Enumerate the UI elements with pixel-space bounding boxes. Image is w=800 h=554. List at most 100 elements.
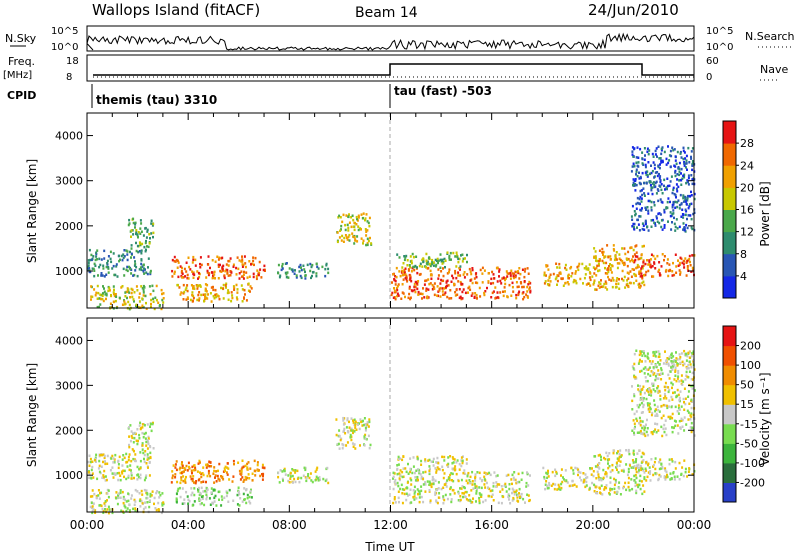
echo-cell — [428, 458, 431, 462]
echo-cell — [205, 463, 208, 467]
echo-cell — [500, 501, 503, 505]
echo-cell — [254, 474, 257, 477]
echo-cell — [691, 254, 694, 257]
echo-cell — [618, 278, 620, 281]
echo-cell — [633, 375, 636, 379]
echo-cell — [402, 273, 405, 276]
echo-cell — [634, 178, 637, 181]
echo-cell — [473, 295, 476, 299]
echo-cell — [686, 267, 689, 270]
echo-cell — [133, 498, 136, 502]
echo-cell — [471, 483, 474, 486]
echo-cell — [542, 466, 545, 470]
echo-cell — [568, 484, 571, 488]
echo-cell — [123, 504, 126, 508]
echo-cell — [149, 445, 152, 449]
echo-cell — [672, 472, 675, 475]
power-ylabel: Slant Range [km] — [25, 159, 39, 263]
echo-cell — [662, 427, 665, 431]
echo-cell — [507, 272, 510, 275]
echo-cell — [675, 357, 678, 360]
echo-cell — [677, 404, 680, 407]
echo-cell — [366, 229, 369, 232]
echo-cell — [645, 182, 648, 185]
echo-cell — [674, 206, 677, 209]
echo-cell — [211, 501, 214, 505]
echo-cell — [615, 491, 618, 494]
echo-cell — [636, 464, 639, 467]
echo-cell — [116, 496, 119, 500]
echo-cell — [144, 250, 147, 253]
echo-cell — [691, 426, 694, 429]
echo-cell — [460, 478, 463, 482]
echo-cell — [455, 288, 458, 292]
echo-cell — [187, 277, 190, 280]
echo-cell — [455, 276, 458, 280]
echo-cell — [589, 272, 592, 275]
echo-cell — [518, 277, 521, 280]
echo-cell — [202, 495, 204, 498]
echo-cell — [138, 468, 141, 471]
echo-cell — [240, 467, 243, 471]
echo-cell — [413, 471, 416, 475]
echo-cell — [636, 266, 639, 269]
echo-cell — [155, 284, 158, 288]
echo-cell — [505, 277, 507, 280]
echo-cell — [661, 228, 664, 231]
echo-cell — [643, 192, 646, 195]
echo-cell — [602, 476, 605, 480]
echo-cell — [671, 274, 674, 277]
echo-cell — [432, 264, 435, 267]
echo-cell — [461, 260, 464, 263]
echo-cell — [647, 152, 650, 156]
echo-cell — [214, 476, 216, 479]
echo-cell — [647, 471, 650, 474]
echo-cell — [672, 391, 674, 395]
echo-cell — [146, 228, 149, 232]
echo-cell — [653, 185, 656, 189]
echo-cell — [190, 284, 193, 287]
echo-cell — [674, 229, 677, 232]
echo-cell — [422, 257, 425, 260]
echo-cell — [351, 232, 354, 235]
echo-cell — [180, 291, 183, 294]
echo-cell — [421, 265, 424, 268]
echo-cell — [591, 275, 594, 278]
echo-cell — [425, 289, 428, 292]
echo-cell — [646, 418, 648, 422]
echo-cell — [687, 214, 690, 217]
echo-cell — [670, 356, 673, 359]
echo-cell — [623, 261, 626, 265]
echo-cell — [633, 222, 636, 226]
echo-cell — [121, 258, 124, 262]
echo-cell — [138, 296, 141, 299]
echo-cell — [516, 494, 519, 497]
echo-cell — [125, 268, 128, 272]
echo-cell — [517, 271, 520, 275]
echo-cell — [596, 470, 599, 474]
echo-cell — [644, 163, 647, 167]
echo-cell — [650, 391, 653, 394]
echo-cell — [139, 505, 142, 508]
echo-cell — [683, 408, 686, 411]
echo-cell — [217, 277, 220, 280]
echo-cell — [647, 357, 650, 360]
echo-cell — [444, 291, 447, 294]
echo-cell — [594, 465, 597, 468]
echo-cell — [197, 462, 200, 465]
echo-cell — [592, 283, 595, 286]
echo-cell — [463, 472, 466, 475]
echo-cell — [584, 473, 587, 476]
echo-cell — [594, 485, 597, 489]
echo-cell — [675, 420, 677, 423]
echo-cell — [130, 477, 133, 480]
echo-cell — [138, 292, 141, 295]
echo-cell — [678, 380, 681, 383]
echo-cell — [125, 500, 128, 503]
echo-cell — [357, 228, 360, 232]
echo-cell — [646, 259, 648, 262]
echo-cell — [666, 177, 669, 180]
echo-cell — [370, 242, 373, 245]
echo-cell — [620, 469, 623, 472]
echo-cell — [496, 296, 499, 299]
